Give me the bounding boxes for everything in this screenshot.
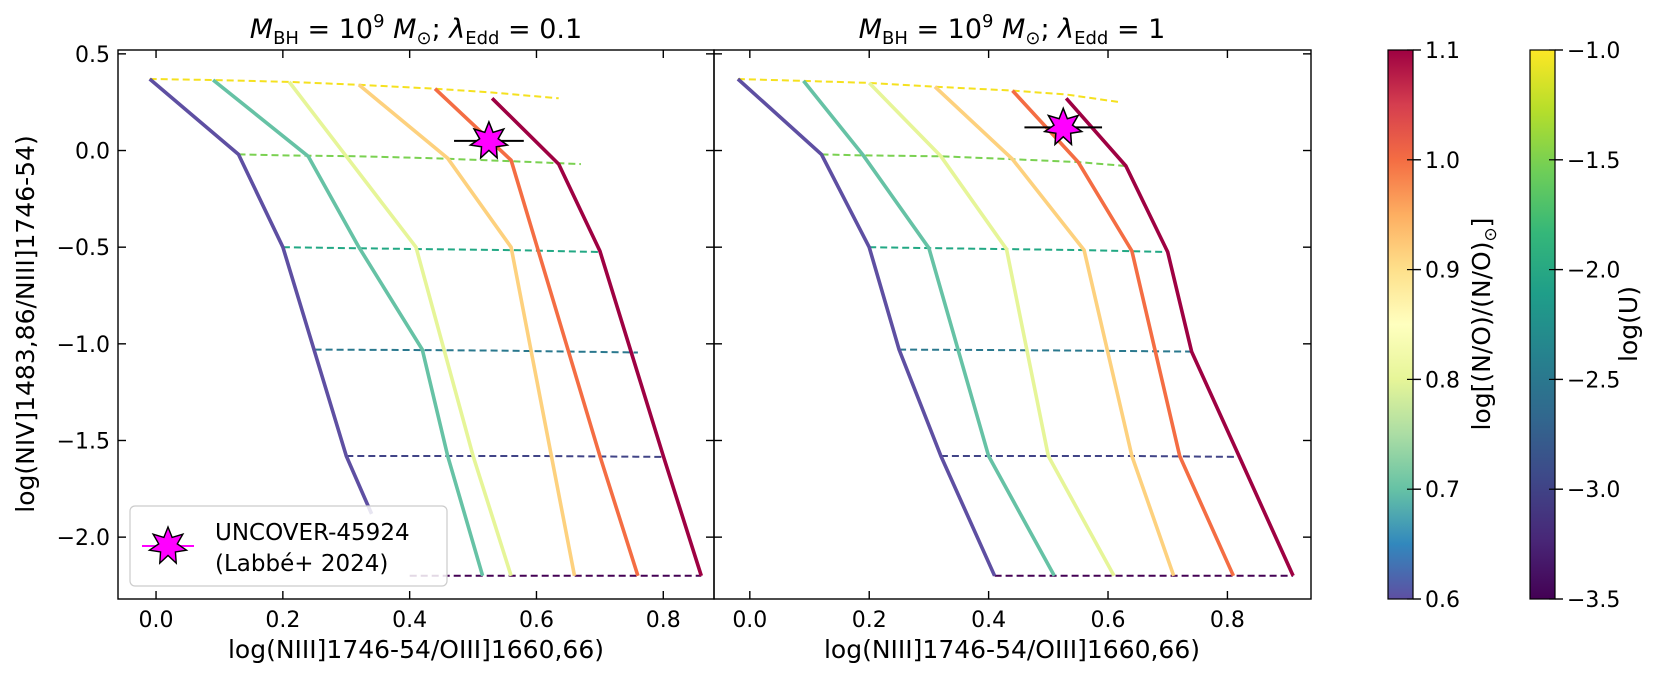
y-tick-label: −1.0 (57, 333, 110, 358)
colorbar-tick-label: 0.7 (1425, 478, 1460, 503)
x-tick-label: 0.4 (392, 608, 427, 633)
colorbar-tick-label: −1.0 (1567, 39, 1620, 64)
no-colorbar-fill (1387, 49, 1414, 600)
x-tick-label: 0.6 (1091, 608, 1126, 633)
no-line-0_7 (211, 78, 485, 577)
right-axes-frame (713, 49, 1312, 600)
legend-label-ref: (Labbé+ 2024) (215, 551, 388, 577)
left-axis-ticks: 0.0 0.2 0.4 0.6 0.8 0.5 0.0 −0.5 −1.0 −1.5 −2.0 (57, 43, 714, 633)
y-tick-label: −1.5 (57, 429, 110, 454)
logu-line--1_5 (821, 153, 1126, 167)
colorbar-tick-label: 0.8 (1425, 368, 1460, 393)
logu-line--2 (869, 246, 1168, 253)
colorbar-tick-label: −1.5 (1567, 149, 1620, 174)
y-tick-label: 0.5 (75, 43, 110, 68)
u-colorbar: −1.0 −1.5 −2.0 −2.5 −3.0 −3.5 log(U) (1529, 39, 1643, 613)
logu-line--3 (940, 455, 1240, 458)
left-x-axis-label: log(NIII]1746-54/OIII]1660,66) (228, 635, 604, 664)
logu-line--2 (282, 246, 600, 253)
y-tick-label: 0.0 (75, 140, 110, 165)
y-tick-label: −0.5 (57, 236, 110, 261)
uncover-45924-marker (468, 119, 510, 160)
logu-line--1 (149, 78, 559, 100)
no-line-0_8 (867, 81, 1116, 577)
right-panel-title: MBH = 109 M⊙; λEdd = 1 (859, 11, 1166, 49)
colorbar-tick-label: −3.0 (1567, 478, 1620, 503)
logu-line--1_5 (238, 153, 581, 166)
u-colorbar-ticks: −1.0 −1.5 −2.0 −2.5 −3.0 −3.5 (1549, 39, 1620, 613)
x-tick-label: 0.8 (646, 608, 681, 633)
logu-line--2_5 (314, 348, 638, 354)
right-plot-area (736, 77, 1295, 577)
x-tick-label: 0.8 (1210, 608, 1245, 633)
legend: UNCOVER-45924 (Labbé+ 2024) (129, 505, 448, 587)
right-panel: 0.0 0.2 0.4 0.6 0.8 MBH = 109 M⊙; λEdd = 1 l… (713, 11, 1312, 664)
x-tick-label: 0.2 (265, 608, 300, 633)
no-line-1_1 (1064, 97, 1295, 577)
left-panel-title: MBH = 109 M⊙; λEdd = 0.1 (250, 11, 582, 49)
x-tick-label: 0.6 (519, 608, 554, 633)
left-panel: 0.0 0.2 0.4 0.6 0.8 0.5 0.0 −0.5 −1.0 −1.5 −2.0 MB… (11, 11, 715, 664)
legend-box (129, 505, 448, 587)
x-tick-label: 0.2 (852, 608, 887, 633)
logu-line--1 (737, 78, 1121, 104)
no-line-0_9 (933, 85, 1176, 577)
no-line-1 (433, 87, 640, 577)
no-colorbar: 1.1 1.0 0.9 0.8 0.7 0.6 log[(N/O)/(N/O)⊙] (1387, 39, 1501, 613)
logu-line--2_5 (899, 348, 1192, 353)
colorbar-tick-label: 1.1 (1425, 39, 1460, 64)
y-tick-label: −2.0 (57, 526, 110, 551)
colorbar-tick-label: −2.5 (1567, 368, 1620, 393)
no-colorbar-ticks: 1.1 1.0 0.9 0.8 0.7 0.6 (1407, 39, 1460, 613)
uncover-45924-marker (1042, 106, 1084, 147)
no-line-1_1 (490, 97, 704, 577)
no-line-0_8 (287, 80, 513, 577)
colorbar-tick-label: −2.0 (1567, 259, 1620, 284)
colorbar-tick-label: 1.0 (1425, 149, 1460, 174)
colorbar-tick-label: 0.6 (1425, 588, 1460, 613)
right-x-axis-label: log(NIII]1746-54/OIII]1660,66) (824, 635, 1200, 664)
left-plot-area (148, 77, 704, 577)
x-tick-label: 0.4 (971, 608, 1006, 633)
no-colorbar-label: log[(N/O)/(N/O)⊙] (1467, 218, 1501, 431)
no-line-0_6 (736, 77, 997, 577)
logu-line--3 (346, 455, 664, 458)
legend-star-icon (147, 525, 189, 565)
u-colorbar-label: log(U) (1614, 286, 1643, 362)
legend-label-name: UNCOVER-45924 (215, 520, 410, 546)
colorbar-tick-label: 0.9 (1425, 259, 1460, 284)
x-tick-label: 0.0 (139, 608, 174, 633)
right-axis-ticks: 0.0 0.2 0.4 0.6 0.8 (714, 50, 1311, 633)
u-colorbar-fill (1529, 49, 1556, 600)
no-line-0_9 (357, 83, 577, 577)
colorbar-tick-label: −3.5 (1567, 588, 1620, 613)
no-line-0_7 (802, 79, 1056, 577)
left-y-axis-label: log(NIV]1483,86/NIII]1746-54) (11, 135, 40, 512)
no-line-0_6 (148, 77, 374, 515)
x-tick-label: 0.0 (732, 608, 767, 633)
